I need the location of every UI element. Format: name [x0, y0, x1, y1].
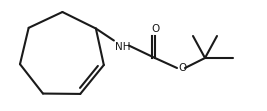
Text: O: O	[178, 63, 186, 73]
Text: NH: NH	[115, 42, 130, 52]
Text: O: O	[151, 24, 159, 34]
